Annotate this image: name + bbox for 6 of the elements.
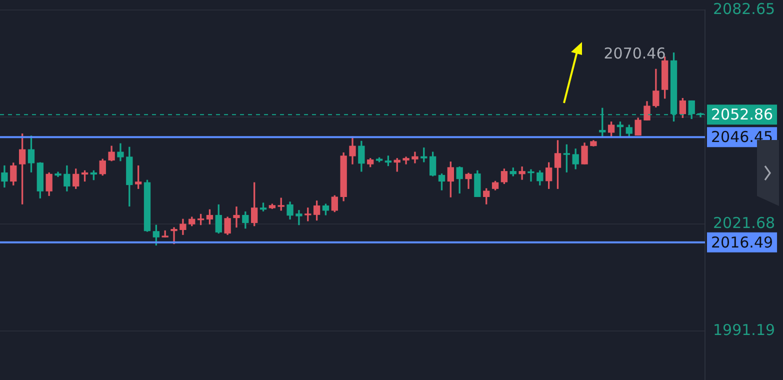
annotation: 2070.46 <box>604 44 666 63</box>
y-tick-label: 1991.19 <box>713 321 776 340</box>
ref-line-label: 2052.86 <box>711 106 774 124</box>
y-tick-label: 2021.68 <box>713 214 776 232</box>
ref-line-label: 2016.49 <box>711 233 774 252</box>
y-tick-label: 2082.65 <box>713 0 776 18</box>
